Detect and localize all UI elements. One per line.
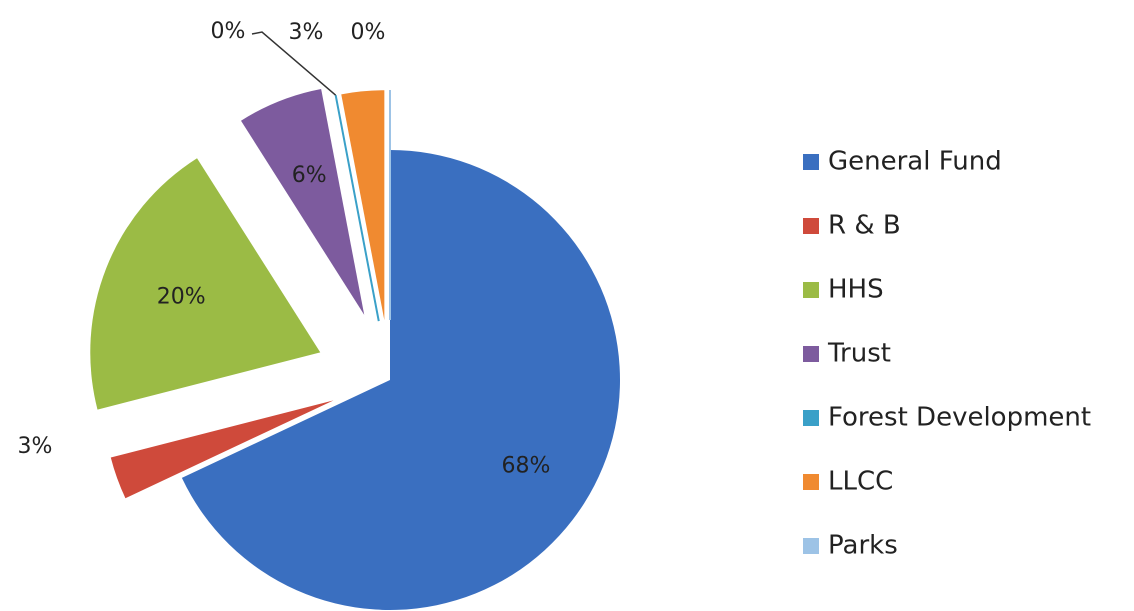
data-label: 68% [501,453,550,478]
legend-label: Parks [828,531,898,561]
data-label: 3% [18,434,53,459]
legend-label: LLCC [828,467,893,497]
pie-slice [110,400,334,499]
leader-line [251,31,337,96]
legend-swatch [803,154,819,170]
data-label: 0% [211,19,246,44]
legend-swatch [803,282,819,298]
legend-swatch [803,474,819,490]
pie-slice [90,158,321,410]
legend-label: General Fund [828,147,1002,177]
legend-swatch [803,346,819,362]
legend-label: Trust [827,339,891,369]
pie-slice [341,90,385,321]
legend-swatch [803,218,819,234]
data-label: 0% [351,20,386,45]
legend-swatch [803,538,819,554]
data-label: 20% [157,284,206,309]
legend-swatch [803,410,819,426]
data-label: 6% [292,163,327,188]
legend-label: HHS [828,275,884,305]
legend-label: R & B [828,211,901,241]
pie-slice [240,88,365,315]
legend-label: Forest Development [828,403,1091,433]
data-label: 3% [289,20,324,45]
pie-slice [181,150,620,610]
